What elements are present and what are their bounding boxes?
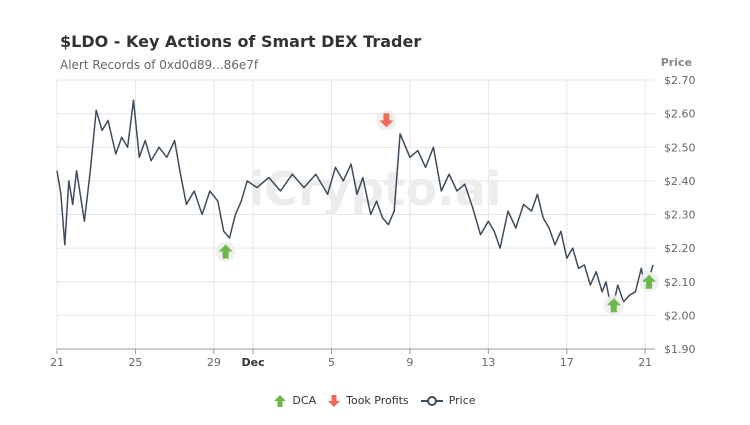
x-tick-label: 13 [481, 356, 495, 369]
y-tick-label: $2.40 [664, 175, 696, 188]
price-line-icon [420, 395, 443, 406]
x-tick-label: 21 [638, 356, 652, 369]
y-axis-title: Price [661, 56, 692, 69]
y-tick-label: $2.00 [664, 309, 696, 322]
dca-marker[interactable] [215, 241, 236, 262]
legend: DCA Took Profits Price [0, 394, 750, 407]
x-tick-label: 29 [207, 356, 221, 369]
x-tick-label: Dec [242, 356, 265, 369]
x-tick-label: 17 [560, 356, 574, 369]
axes: $1.90 $2.00 $2.10 $2.20 $2.30 $2.40 $2.50 $2.60… [50, 74, 696, 369]
took-profits-arrow-icon [328, 394, 341, 407]
dca-marker[interactable] [603, 295, 624, 316]
x-tick-label: 21 [50, 356, 64, 369]
chart-subtitle: Alert Records of 0xd0d89...86e7f [60, 58, 259, 72]
y-tick-label: $1.90 [664, 343, 696, 356]
y-tick-label: $2.20 [664, 242, 696, 255]
legend-item-took-profits[interactable]: Took Profits [328, 394, 409, 407]
y-tick-label: $2.60 [664, 108, 696, 121]
dca-arrow-icon [274, 394, 287, 407]
y-tick-label: $2.30 [664, 209, 696, 222]
legend-label-took-profits: Took Profits [346, 394, 409, 407]
legend-label-dca: DCA [292, 394, 317, 407]
action-markers [215, 110, 660, 316]
price-series [56, 99, 654, 313]
dca-marker[interactable] [639, 271, 660, 292]
legend-item-price[interactable]: Price [420, 394, 476, 407]
legend-label-price: Price [448, 394, 476, 407]
watermark: iCrypto.ai [249, 162, 502, 216]
x-tick-label: 9 [406, 356, 413, 369]
took-profits-marker[interactable] [376, 110, 397, 131]
x-tick-label: 5 [328, 356, 335, 369]
legend-item-dca[interactable]: DCA [274, 394, 316, 407]
y-tick-label: $2.70 [664, 74, 696, 87]
price-line [56, 99, 654, 313]
chart-title: $LDO - Key Actions of Smart DEX Trader [60, 32, 422, 51]
y-tick-label: $2.10 [664, 276, 696, 289]
x-tick-label: 25 [128, 356, 142, 369]
y-tick-label: $2.50 [664, 141, 696, 154]
